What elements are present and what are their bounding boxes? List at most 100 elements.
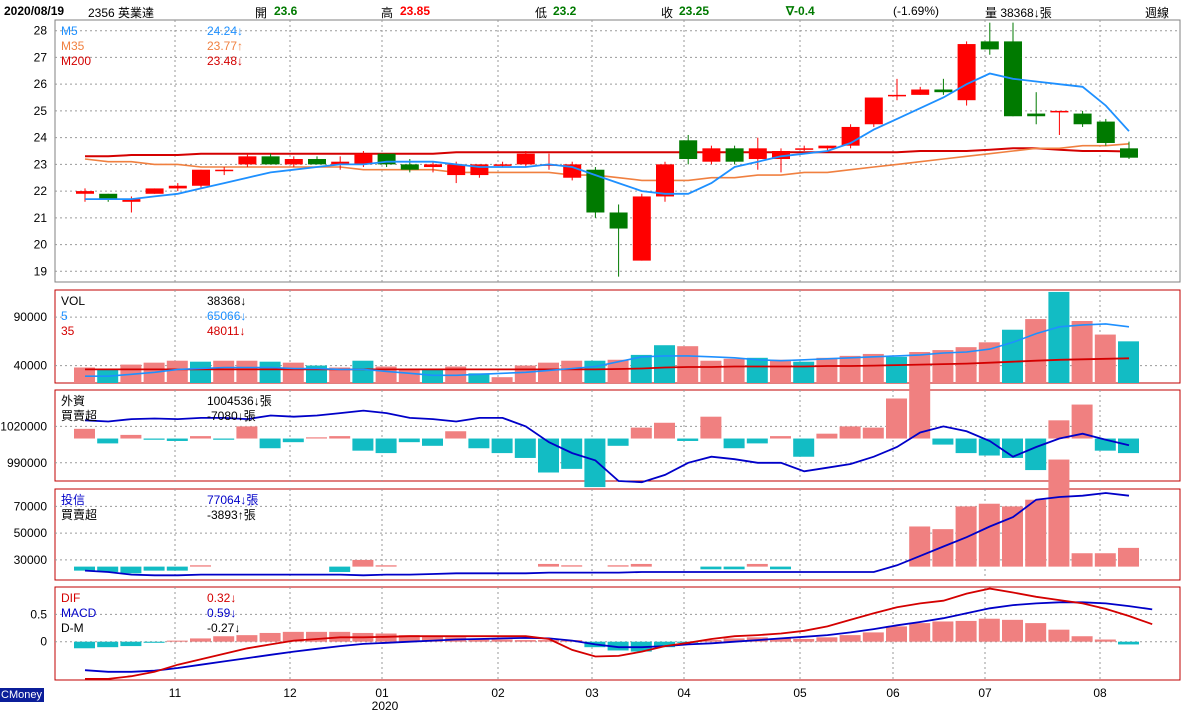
- quote-header: 2020/08/19 2356 英業達 開 23.6 高 23.85 低 23.…: [0, 0, 1183, 20]
- candle-body: [493, 164, 512, 166]
- candle-body: [331, 161, 350, 165]
- candle-body: [818, 145, 837, 149]
- foreign-net-bar: [677, 438, 699, 441]
- macd-line: [84, 601, 1153, 673]
- candle-body: [748, 148, 767, 160]
- foreign-net-bar: [514, 438, 536, 458]
- ma200-line: [85, 147, 1130, 158]
- foreign-net-bar: [955, 438, 977, 454]
- trust-net-bar: [1025, 499, 1047, 567]
- trust-net-bar: [561, 565, 583, 567]
- trust-net-bar: [538, 563, 559, 567]
- candle-body: [957, 44, 976, 101]
- foreign-net-bar: [630, 427, 652, 439]
- trust-net-bar: [1071, 553, 1093, 567]
- macd-histogram-bar: [1002, 619, 1023, 642]
- trust-net-bar: [143, 566, 165, 571]
- trust-net-bar: [1048, 459, 1070, 567]
- foreign-net-bar: [375, 438, 397, 454]
- macd-legend-name: DIF: [61, 591, 80, 605]
- period-selector[interactable]: 週線: [1145, 6, 1170, 20]
- macd-histogram-bar: [909, 623, 931, 642]
- price-legend-name: M200: [61, 54, 91, 68]
- trust-y-tick-label: 70000: [14, 499, 48, 513]
- trust-net-bar: [700, 566, 722, 570]
- brand-tag: CMoney: [0, 688, 44, 702]
- trust-net-bar: [190, 565, 211, 567]
- volume-bar: [236, 360, 258, 383]
- volume-bar: [700, 360, 722, 383]
- trust-legend-name: 買賣超: [61, 507, 97, 522]
- x-tick-label: 02: [491, 686, 505, 700]
- foreign-net-bar: [120, 434, 142, 439]
- trust-net-bar: [352, 559, 374, 567]
- foreign-net-bar: [1025, 438, 1047, 471]
- macd-histogram-bar: [978, 618, 1000, 642]
- price-legend-name: M35: [61, 39, 85, 53]
- macd-legend-value: 0.59↓: [207, 606, 236, 620]
- macd-legend-value: 0.32↓: [207, 591, 236, 605]
- candle-body: [400, 164, 419, 170]
- volume-readout: 量 38368↓張: [985, 6, 1052, 20]
- foreign-net-bar: [97, 438, 119, 444]
- macd-histogram-bar: [282, 631, 304, 642]
- volume-legend-name: 35: [61, 324, 75, 338]
- trust-net-bar: [630, 563, 652, 567]
- volume-legend-name: 5: [61, 309, 68, 323]
- volume-bar: [398, 369, 420, 383]
- candle-body: [424, 164, 442, 168]
- trust-net-bar: [746, 563, 768, 567]
- price-y-tick-label: 27: [34, 50, 48, 64]
- candle-body: [284, 159, 303, 165]
- macd-histogram-bar: [955, 620, 977, 642]
- candle-body: [586, 169, 605, 213]
- foreign-net-bar: [816, 433, 838, 439]
- candle-body: [1027, 113, 1046, 117]
- foreign-net-bar: [329, 436, 351, 439]
- volume-bar: [514, 365, 536, 383]
- foreign-net-bar: [723, 438, 745, 449]
- volume-bar: [1025, 319, 1047, 383]
- trust-net-bar: [978, 503, 1000, 567]
- candle-body: [99, 193, 118, 200]
- volume-bar: [259, 361, 281, 383]
- candle-body: [1120, 148, 1138, 158]
- candle-body: [980, 41, 999, 50]
- macd-histogram-bar: [422, 636, 443, 642]
- candle-body: [725, 148, 744, 162]
- foreign-net-bar: [862, 427, 884, 439]
- candle-body: [447, 164, 466, 176]
- macd-y-tick-label: 0: [40, 635, 47, 649]
- candle-body: [76, 191, 94, 194]
- price-y-tick-label: 28: [34, 24, 48, 38]
- close-label: 收: [661, 6, 674, 20]
- volume-bar: [190, 361, 211, 383]
- volume-bar: [862, 353, 884, 383]
- price-change: ∇-0.4: [786, 4, 815, 18]
- candle-body: [516, 153, 535, 165]
- macd-histogram-bar: [1071, 636, 1093, 642]
- macd-histogram-bar: [770, 638, 791, 642]
- macd-histogram-bar: [607, 641, 629, 651]
- volume-bar: [1002, 329, 1023, 383]
- trust-legend-name: 投信: [61, 492, 85, 507]
- volume-legend-value: 65066↓: [207, 309, 246, 323]
- price-y-tick-label: 25: [34, 104, 48, 118]
- foreign-y-tick-label: 1020000: [0, 419, 47, 433]
- foreign-net-bar: [538, 438, 559, 473]
- volume-bar: [329, 367, 351, 383]
- candle-body: [934, 89, 953, 93]
- volume-bar: [352, 360, 374, 383]
- candle-body: [377, 153, 396, 165]
- candle-body: [308, 159, 326, 165]
- foreign-net-bar: [166, 438, 188, 441]
- foreign-net-bar: [306, 437, 327, 439]
- volume-bar: [770, 359, 791, 383]
- macd-histogram-bar: [468, 638, 490, 642]
- macd-histogram-bar: [654, 641, 675, 648]
- volume-bar: [74, 367, 95, 383]
- candle-body: [192, 169, 210, 186]
- high-value: 23.85: [400, 4, 431, 18]
- candle-body: [1073, 113, 1092, 125]
